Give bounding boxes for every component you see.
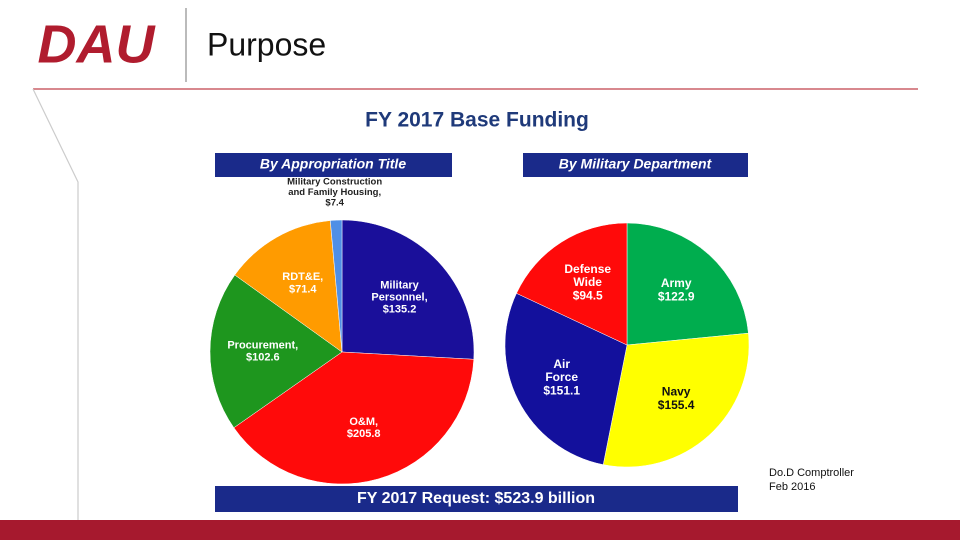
pie-slice [209,274,343,429]
pie-slice [516,222,628,346]
slice-label-line: Defense [564,262,611,276]
banner-text: FY 2017 Request: $523.9 billion [357,490,595,507]
chart-title: By Appropriation Title [260,156,406,172]
pie-slice [504,292,628,465]
header-bar [523,153,748,177]
slice-label-line: Military Construction [287,176,382,187]
value-label: $122.9 [658,290,695,304]
value-label: $155.4 [658,398,695,412]
banner [215,486,738,512]
header-bar [215,153,452,177]
slice-label: O&M, $205.8 [347,416,381,440]
value-label: $94.5 [573,289,603,303]
slice-label: Procurement, $102.6 [227,339,298,363]
pie-slice [626,222,749,346]
slice-label-line: Force [545,370,578,384]
slice-label: RDT&E, $71.4 [282,271,323,295]
slice-label-line: Personnel, [371,291,427,303]
slice-label-line: RDT&E, [282,271,323,283]
value-label: $102.6 [246,351,280,363]
logo: DAU [38,14,157,74]
slice-label: Navy $155.4 [658,385,695,412]
pie-slice [233,351,475,485]
chart-title: By Military Department [559,156,713,172]
source: Feb 2016 [769,481,815,493]
slice-label-line: Army [661,276,692,290]
value-label: $205.8 [347,428,381,440]
slice-label: Military Personnel, $135.2 [371,279,427,315]
pie-slice [602,332,750,468]
slice-label-line: Wide [573,275,602,289]
slice-label-line: Air [553,357,570,371]
slice-label: Military Construction and Family Housing,… [287,176,382,208]
source: Do.D Comptroller [769,467,854,479]
pie-slice [329,219,343,353]
bottom-bar [0,520,960,540]
pie-slice [234,220,343,353]
slice-label: Air Force $151.1 [543,357,580,397]
slice-label-line: Military [380,279,419,291]
slice-label-line: and Family Housing, [288,187,381,198]
slide-title: Purpose [207,26,326,62]
value-label: $151.1 [543,383,580,397]
slice-label-line: Navy [662,385,691,399]
slice-label: Defense Wide $94.5 [564,262,611,302]
side-rule [32,88,79,520]
main-title: FY 2017 Base Funding [365,109,589,132]
pie-slice [341,219,475,360]
value-label: $135.2 [383,304,417,316]
slice-label-line: Procurement, [227,339,298,351]
slice-label: Army $122.9 [658,276,695,303]
value-label: $71.4 [289,283,317,295]
slice-label-line: O&M, [349,416,378,428]
value-label: $7.4 [325,197,344,208]
